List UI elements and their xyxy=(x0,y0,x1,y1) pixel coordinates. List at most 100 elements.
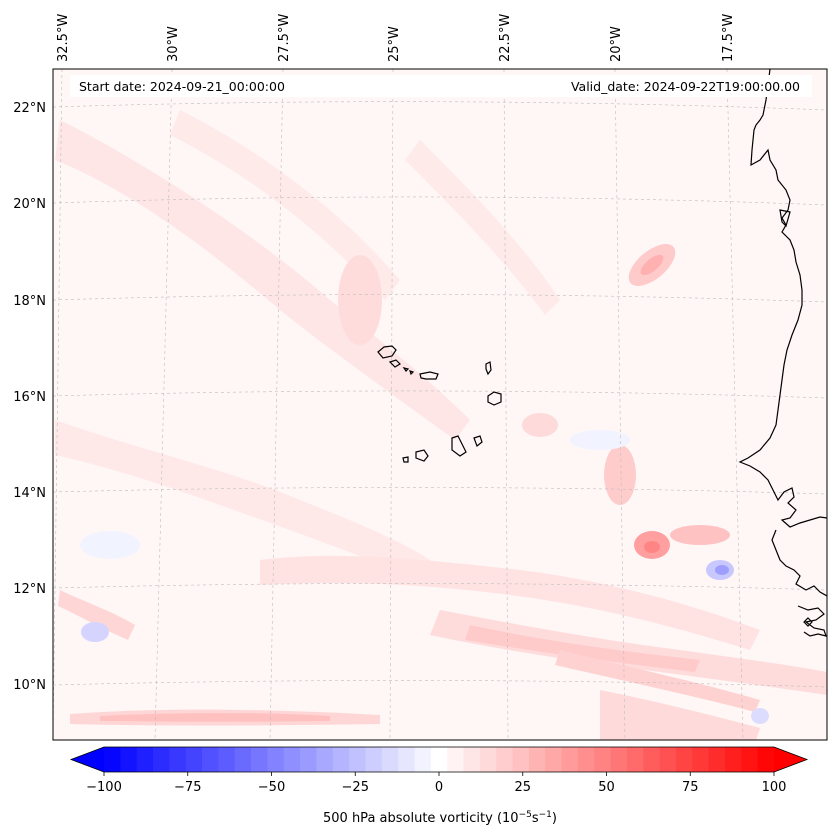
vorticity-field xyxy=(55,110,827,740)
coast-detail xyxy=(779,209,791,228)
colorbar-tick-label: 50 xyxy=(598,780,615,795)
lon-label-17-5w: 17.5°W xyxy=(721,14,736,62)
colorbar-cell xyxy=(528,747,546,772)
parallel-line xyxy=(53,196,827,206)
start-date-label: Start date: 2024-09-21_00:00:00 xyxy=(79,79,285,94)
lat-label-12n: 12°N xyxy=(13,582,46,597)
colorbar-cell xyxy=(414,747,432,772)
colorbar-cell xyxy=(365,747,383,772)
longitude-labels: 32.5°W 30°W 27.5°W 25°W 22.5°W 20°W 17.5… xyxy=(56,14,736,62)
colorbar-cell xyxy=(496,747,513,772)
parallel-line xyxy=(53,294,827,303)
african-coastline xyxy=(771,529,827,597)
colorbar-ticks: −100 −75 −50 −25 0 25 50 75 100 xyxy=(86,772,786,795)
lon-label-20w: 20°W xyxy=(609,26,624,62)
coastlines xyxy=(377,69,827,637)
colorbar-cell xyxy=(659,747,677,772)
lon-label-25w: 25°W xyxy=(387,26,402,62)
colorbar-cell xyxy=(594,747,611,772)
parallel-line xyxy=(53,680,827,688)
colorbar-cell xyxy=(463,747,481,772)
island-brava xyxy=(402,456,409,463)
colorbar-cell xyxy=(104,747,121,772)
vorticity-maximum xyxy=(604,445,636,505)
colorbar-cell xyxy=(300,747,317,772)
colorbar-cell xyxy=(349,747,366,772)
lon-label-32-5w: 32.5°W xyxy=(56,14,71,62)
colorbar-cell xyxy=(120,747,138,772)
colorbar-tick-label: 75 xyxy=(682,780,699,795)
bijagos-coastline xyxy=(797,605,827,637)
colorbar-cell xyxy=(447,747,464,772)
colorbar-tick-label: −100 xyxy=(86,780,122,795)
bijagos-coastline xyxy=(803,617,813,627)
island-sal xyxy=(485,361,492,376)
colorbar-cell xyxy=(430,747,448,772)
colorbar-cells xyxy=(104,747,775,772)
colorbar-cell xyxy=(381,747,399,772)
island-santo-antao xyxy=(377,345,397,359)
vorticity-maximum xyxy=(670,525,730,545)
colorbar-cell xyxy=(561,747,579,772)
colorbar-cell xyxy=(479,747,497,772)
colorbar-cell xyxy=(169,747,187,772)
date-header-background xyxy=(70,75,812,97)
colorbar-cell xyxy=(724,747,742,772)
colorbar: −100 −75 −50 −25 0 25 50 75 100 500 hPa absolute… xyxy=(69,746,809,826)
colorbar-label-exponent: −1 xyxy=(539,810,552,820)
meridian-line xyxy=(389,69,394,740)
vorticity-minimum xyxy=(751,708,769,724)
valid-date-label: Valid_date: 2024-09-22T19:00:00.00 xyxy=(571,79,800,94)
vorticity-minimum xyxy=(81,622,109,642)
vorticity-band xyxy=(55,420,430,580)
parallel-line xyxy=(53,390,827,399)
colorbar-cell xyxy=(708,747,726,772)
colorbar-cell xyxy=(267,747,285,772)
graticule xyxy=(53,69,827,740)
colorbar-cell xyxy=(332,747,350,772)
colorbar-cell xyxy=(675,747,693,772)
colorbar-label-prefix: 500 hPa absolute vorticity (10 xyxy=(323,811,519,826)
colorbar-cell xyxy=(757,747,775,772)
vorticity-maximum xyxy=(640,254,664,276)
meridian-line xyxy=(503,69,509,740)
island-sao-nicolau xyxy=(419,371,439,380)
colorbar-cell xyxy=(692,747,710,772)
colorbar-label-unit: s xyxy=(532,811,539,826)
vorticity-band xyxy=(170,110,400,300)
lat-label-18n: 18°N xyxy=(13,294,46,309)
island-boa-vista xyxy=(487,391,502,406)
vorticity-band xyxy=(465,625,700,672)
latitude-labels: 22°N 20°N 18°N 16°N 14°N 12°N 10°N xyxy=(13,101,46,693)
colorbar-tick-label: −25 xyxy=(342,780,369,795)
vorticity-band xyxy=(55,120,470,440)
vorticity-band xyxy=(555,650,760,712)
colorbar-cell xyxy=(185,747,203,772)
colorbar-cell xyxy=(218,747,236,772)
colorbar-cell xyxy=(398,747,415,772)
colorbar-label: 500 hPa absolute vorticity (10−5s−1) xyxy=(323,810,557,826)
island-islet xyxy=(409,370,415,376)
meridian-line xyxy=(154,69,173,740)
vorticity-band xyxy=(600,690,760,740)
colorbar-cell xyxy=(512,747,530,772)
parallel-line xyxy=(53,487,827,495)
colorbar-max-extension xyxy=(774,747,807,772)
colorbar-cell xyxy=(626,747,644,772)
vorticity-maximum xyxy=(338,255,382,345)
lon-label-30w: 30°W xyxy=(166,26,181,62)
colorbar-cell xyxy=(251,747,268,772)
lat-label-16n: 16°N xyxy=(13,390,46,405)
vorticity-band xyxy=(100,713,330,722)
meridian-line xyxy=(53,69,63,740)
vorticity-band xyxy=(405,140,560,315)
african-coastline xyxy=(738,69,827,528)
colorbar-cell xyxy=(577,747,595,772)
parallel-line xyxy=(53,583,827,591)
colorbar-cell xyxy=(153,747,170,772)
vorticity-band xyxy=(260,555,760,650)
lat-label-14n: 14°N xyxy=(13,486,46,501)
map-frame xyxy=(52,68,828,741)
colorbar-cell xyxy=(316,747,334,772)
